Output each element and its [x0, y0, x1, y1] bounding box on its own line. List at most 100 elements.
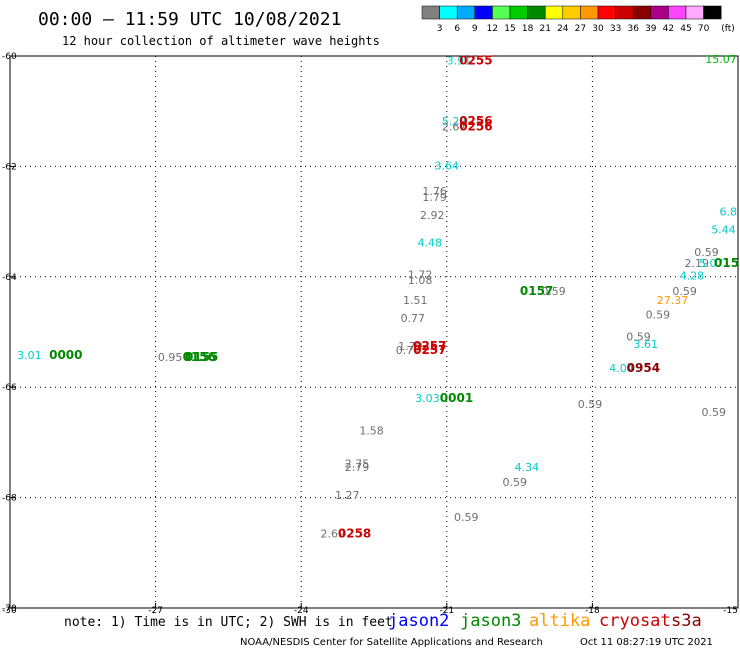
axis-ticks: -60 -62 -64 -66 -68 -70-30 -27 -24 -21 -18 -15 [2, 52, 739, 616]
wave-height-value: 1.27 [335, 489, 360, 502]
wave-height-value: 0.59 [646, 308, 671, 321]
colorbar-label: 70 [698, 24, 710, 34]
colorbar-swatch [580, 5, 599, 20]
wave-height-value: 3.03 [415, 392, 440, 405]
colorbar-swatch [650, 5, 669, 20]
wave-height-value: 6.8 [720, 206, 738, 219]
wave-height-value: 3.61 [634, 338, 659, 351]
y-tick-label: -62 [2, 162, 17, 172]
footer-timestamp: Oct 11 08:27:19 UTC 2021 [580, 637, 713, 648]
colorbar-swatch [562, 5, 581, 20]
y-tick-label: -70 [2, 604, 17, 614]
colorbar-swatch [668, 5, 687, 20]
wave-height-value: 5.07 [699, 257, 724, 270]
wave-height-value: 2.75 [345, 457, 370, 470]
footer-note: note: 1) Time is in UTC; 2) SWH is in fe… [64, 615, 393, 630]
colorbar-swatch [421, 5, 440, 20]
colorbar-label: 3 [437, 24, 443, 34]
legend-s3a: s3a [671, 611, 702, 631]
colorbar-label: 21 [539, 24, 550, 34]
colorbar-swatch [492, 5, 511, 20]
wave-height-value: 1.79 [398, 340, 423, 353]
colorbar-label: 24 [557, 24, 569, 34]
wave-height-value: 2.79 [345, 461, 370, 474]
pass-time-label: 0157 [520, 284, 553, 298]
wave-height-value: 3.64 [435, 159, 460, 172]
wave-height-value: 0.77 [401, 312, 426, 325]
legend-altika: altika [529, 611, 590, 631]
wave-height-value: 1.58 [359, 424, 384, 437]
colorbar-swatch [632, 5, 652, 20]
wave-height-value: 2.69 [320, 527, 345, 540]
wave-height-value: 1.76 [422, 185, 447, 198]
legend-jason3: jason3 [460, 611, 521, 631]
colorbar-swatch [509, 5, 528, 20]
colorbar-label: 30 [592, 24, 604, 34]
colorbar-unit: (ft) [721, 24, 735, 34]
colorbar-label: 9 [472, 24, 478, 34]
wave-height-value: 0.59 [626, 330, 651, 343]
x-tick-label: -21 [439, 606, 454, 616]
colorbar-label: 36 [627, 24, 639, 34]
pass-time-label: 0155 [185, 350, 218, 364]
pass-time-label: 0257 [413, 339, 446, 353]
colorbar-swatch [456, 5, 476, 20]
satellite-legend: jason2 jason3 altika cryosat s3a [388, 611, 702, 631]
colorbar-swatch [597, 5, 616, 20]
wave-height-value: 0.59 [672, 285, 697, 298]
colorbar-swatch [685, 5, 704, 20]
colorbar-swatch [474, 5, 493, 20]
y-tick-label: -68 [2, 494, 17, 504]
wave-height-value: 3.91 [447, 54, 472, 67]
wave-height-value: 2.92 [420, 209, 445, 222]
colorbar-label: 18 [522, 24, 534, 34]
pass-time-label: 0255 [459, 53, 492, 67]
x-tick-label: -27 [148, 606, 163, 616]
wave-height-value: 4.34 [515, 461, 540, 474]
wave-height-value: 0.59 [541, 285, 566, 298]
wave-height-value: 0.59 [694, 246, 719, 259]
pass-time-label: 0256 [459, 120, 492, 134]
colorbar-swatch [544, 5, 564, 20]
grid-lines [10, 56, 738, 608]
pass-time-label: 0256 [459, 114, 492, 128]
colorbar-swatch [703, 5, 722, 20]
wave-height-value: 15.07 [705, 53, 737, 66]
pass-time-label: 0158 [714, 256, 740, 270]
wave-height-value: 1.79 [422, 191, 447, 204]
legend-jason2: jason2 [388, 611, 449, 631]
wave-height-value: 0.95 [158, 351, 183, 364]
wave-height-value: 4.04 [609, 362, 634, 375]
wave-height-value: 2.67 [442, 121, 467, 134]
wave-height-value: 0.77 [396, 344, 421, 357]
colorbar-legend: 3 6 9 12 15 18 21 24 27 30 33 36 39 42 45 70 (ft) [421, 5, 735, 34]
wave-height-value: 5.22 [442, 115, 467, 128]
x-tick-label: -24 [294, 606, 309, 616]
wave-height-value: 27.37 [657, 294, 689, 307]
pass-time-label: 0000 [49, 348, 82, 362]
wave-height-value: 4.48 [418, 237, 443, 250]
wave-height-value: 0.59 [502, 476, 527, 489]
pass-time-label: 0156 [183, 350, 216, 364]
wave-height-value: 4.28 [680, 270, 705, 283]
wave-height-value: 3.01 [17, 349, 42, 362]
legend-cryosat: cryosat [599, 611, 671, 631]
chart-title: 00:00 – 11:59 UTC 10/08/2021 [38, 9, 341, 30]
colorbar-label: 33 [610, 24, 621, 34]
wave-height-value: 1.08 [408, 274, 433, 287]
pass-time-label: 0954 [627, 361, 660, 375]
y-tick-label: -66 [2, 383, 17, 393]
x-tick-label: -15 [723, 606, 738, 616]
colorbar-label: 12 [487, 24, 498, 34]
pass-time-label: 0001 [440, 391, 473, 405]
colorbar-label: 42 [663, 24, 674, 34]
y-tick-label: -64 [2, 273, 17, 283]
y-tick-label: -60 [2, 52, 17, 62]
footer-credit: NOAA/NESDIS Center for Satellite Applica… [240, 637, 543, 648]
chart-subtitle: 12 hour collection of altimeter wave hei… [62, 34, 380, 48]
wave-height-value: 1.51 [403, 294, 428, 307]
x-tick-label: -30 [2, 606, 17, 616]
wave-height-value: 0.59 [454, 511, 479, 524]
